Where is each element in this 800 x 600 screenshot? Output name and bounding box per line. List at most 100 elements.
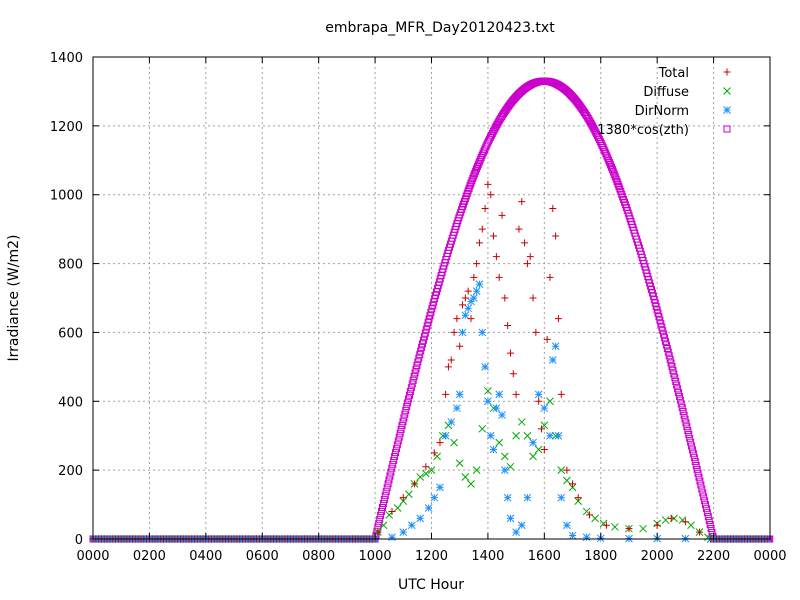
data-point xyxy=(470,172,478,180)
data-point xyxy=(659,327,667,335)
data-point xyxy=(693,465,701,473)
data-point xyxy=(611,173,619,181)
data-point xyxy=(675,389,683,397)
data-point xyxy=(699,489,707,497)
data-point xyxy=(585,511,593,519)
data-point xyxy=(453,315,461,323)
data-point xyxy=(606,159,614,167)
data-point xyxy=(400,414,408,422)
data-point xyxy=(476,156,484,164)
data-point xyxy=(379,500,387,508)
data-point xyxy=(602,150,610,158)
data-point xyxy=(394,437,402,445)
data-point xyxy=(563,521,571,530)
data-point xyxy=(534,445,543,454)
data-point xyxy=(529,438,537,447)
data-point xyxy=(453,404,461,413)
x-axis-title: UTC Hour xyxy=(398,577,464,593)
data-point xyxy=(517,418,526,426)
x-tick-label: 1400 xyxy=(471,549,504,564)
data-point xyxy=(389,460,397,468)
data-point xyxy=(661,334,669,342)
y-tick-label: 1000 xyxy=(50,189,83,204)
data-point xyxy=(470,273,478,281)
data-point xyxy=(461,473,470,481)
data-point xyxy=(498,211,506,219)
data-point xyxy=(676,396,684,404)
y-tick-label: 1400 xyxy=(50,51,83,66)
data-point xyxy=(532,328,540,336)
data-point xyxy=(419,340,427,348)
data-point xyxy=(474,160,482,168)
data-point xyxy=(399,418,407,426)
data-point xyxy=(540,445,548,453)
data-point xyxy=(404,399,412,407)
data-point xyxy=(405,490,413,499)
data-point xyxy=(563,466,571,474)
data-point xyxy=(692,461,700,469)
data-point xyxy=(506,514,515,523)
data-point xyxy=(695,528,703,536)
data-point xyxy=(681,415,689,423)
data-point xyxy=(398,422,406,430)
data-point xyxy=(498,411,506,419)
data-point xyxy=(413,362,421,370)
data-point xyxy=(383,484,391,492)
data-point xyxy=(381,492,389,500)
series-diffuse xyxy=(89,387,772,543)
data-point xyxy=(678,404,686,412)
data-point xyxy=(509,370,517,378)
data-point xyxy=(464,287,472,295)
data-point xyxy=(436,439,444,447)
data-point xyxy=(694,469,702,477)
data-point xyxy=(704,513,712,521)
data-point xyxy=(512,528,520,536)
data-point xyxy=(469,294,478,302)
data-point xyxy=(557,390,565,398)
data-point xyxy=(467,480,475,488)
data-point xyxy=(686,434,694,442)
data-point xyxy=(464,304,473,313)
data-point xyxy=(688,442,696,450)
data-point xyxy=(658,323,666,331)
data-point xyxy=(422,326,430,334)
data-point xyxy=(609,168,617,176)
data-point xyxy=(495,273,503,281)
data-point xyxy=(546,431,554,440)
data-point xyxy=(674,385,682,393)
data-point xyxy=(529,294,537,302)
data-point xyxy=(447,418,456,426)
data-point xyxy=(687,438,695,446)
data-point xyxy=(414,358,422,366)
data-point xyxy=(407,384,415,392)
y-tick-label: 0 xyxy=(75,533,83,548)
data-point xyxy=(380,496,388,504)
data-point xyxy=(667,359,675,367)
data-point xyxy=(410,373,418,381)
data-point xyxy=(392,445,400,453)
data-point xyxy=(377,511,385,519)
x-tick-label: 0600 xyxy=(246,549,279,564)
data-point xyxy=(461,311,470,320)
data-point xyxy=(582,533,591,542)
data-point xyxy=(422,463,430,471)
data-point xyxy=(484,180,492,188)
data-point xyxy=(574,494,582,502)
x-tick-label: 1600 xyxy=(528,549,561,564)
data-point xyxy=(411,369,419,377)
data-point xyxy=(418,343,426,351)
legend: Total Diffuse DirNorm 1380*cos(zth) xyxy=(597,66,731,138)
data-point xyxy=(469,174,477,182)
data-point xyxy=(391,452,399,460)
data-point xyxy=(374,528,382,536)
data-point xyxy=(416,351,424,359)
x-tick-label: 0200 xyxy=(133,549,166,564)
data-point xyxy=(554,431,563,440)
data-point xyxy=(591,514,599,523)
data-point xyxy=(405,391,413,399)
data-point xyxy=(677,400,685,408)
x-tick-label: 1000 xyxy=(359,549,392,564)
data-point xyxy=(517,521,526,530)
data-point xyxy=(602,521,610,529)
data-point xyxy=(386,472,394,480)
